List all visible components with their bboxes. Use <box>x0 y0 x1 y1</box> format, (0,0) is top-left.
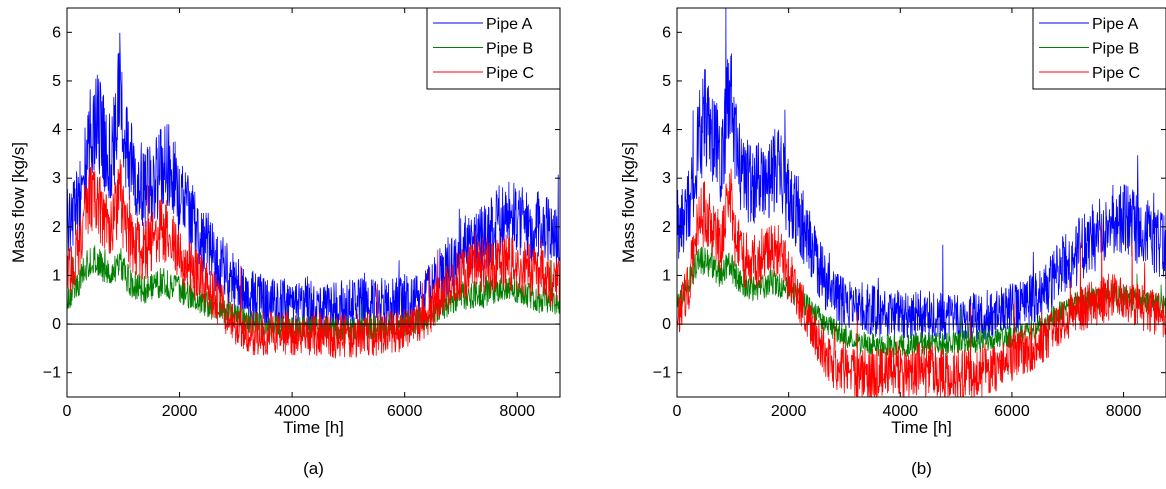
y-tick-label: 5 <box>662 73 671 90</box>
x-tick-label: 4000 <box>274 403 310 420</box>
y-axis-title: Mass flow [kg/s] <box>9 142 28 263</box>
x-tick-label: 4000 <box>882 403 918 420</box>
x-tick-label: 8000 <box>1106 403 1142 420</box>
y-tick-label: 1 <box>52 267 61 284</box>
y-tick-label: −1 <box>653 365 671 382</box>
x-tick-label: 0 <box>673 403 682 420</box>
y-tick-label: 0 <box>662 316 671 333</box>
legend: Pipe A Pipe B Pipe C <box>426 7 561 90</box>
x-axis-title: Time [h] <box>891 418 952 437</box>
series-line-pipe-c <box>67 159 560 359</box>
y-tick-label: 6 <box>662 24 671 41</box>
y-tick-label: 2 <box>662 219 671 236</box>
legend-label: Pipe C <box>486 65 534 82</box>
x-axis-title: Time [h] <box>283 418 344 437</box>
legend-label: Pipe B <box>1092 41 1139 58</box>
series-line-pipe-a <box>67 32 560 332</box>
x-tick-label: 6000 <box>387 403 423 420</box>
legend-label: Pipe B <box>486 41 533 58</box>
legend: Pipe A Pipe B Pipe C <box>1032 7 1166 90</box>
legend-label: Pipe A <box>486 16 533 33</box>
chart-panel-a: 0 2000 4000 6000 8000 −1 0 1 2 3 4 5 6 Time [h] Mass f… <box>9 7 561 478</box>
y-tick-label: 0 <box>52 316 61 333</box>
y-tick-label: 3 <box>662 170 671 187</box>
legend-label: Pipe A <box>1092 16 1139 33</box>
y-tick-label: 4 <box>52 122 61 139</box>
x-tick-label: 2000 <box>771 403 807 420</box>
panel-label: (b) <box>911 459 932 478</box>
axes-frame <box>676 7 1166 398</box>
y-axis-title: Mass flow [kg/s] <box>619 142 638 263</box>
series-group <box>67 32 560 359</box>
x-tick-label: 0 <box>63 403 72 420</box>
y-tick-label: 1 <box>662 267 671 284</box>
y-tick-label: −1 <box>43 365 61 382</box>
legend-box <box>426 7 561 90</box>
y-tick-label: 3 <box>52 170 61 187</box>
legend-label: Pipe C <box>1092 65 1140 82</box>
y-tick-label: 5 <box>52 73 61 90</box>
series-line-pipe-c <box>677 168 1166 397</box>
y-tick-label: 6 <box>52 24 61 41</box>
y-tick-label: 4 <box>662 122 671 139</box>
legend-box <box>1032 7 1166 90</box>
x-tick-label: 2000 <box>162 403 198 420</box>
x-tick-label: 6000 <box>994 403 1030 420</box>
x-tick-label: 8000 <box>499 403 535 420</box>
panel-label: (a) <box>303 459 324 478</box>
axes-frame <box>66 7 561 398</box>
series-group <box>677 8 1166 397</box>
y-tick-label: 2 <box>52 219 61 236</box>
chart-panel-b: 0 2000 4000 6000 8000 −1 0 1 2 3 4 5 6 Time [h] Mass f… <box>619 7 1166 478</box>
